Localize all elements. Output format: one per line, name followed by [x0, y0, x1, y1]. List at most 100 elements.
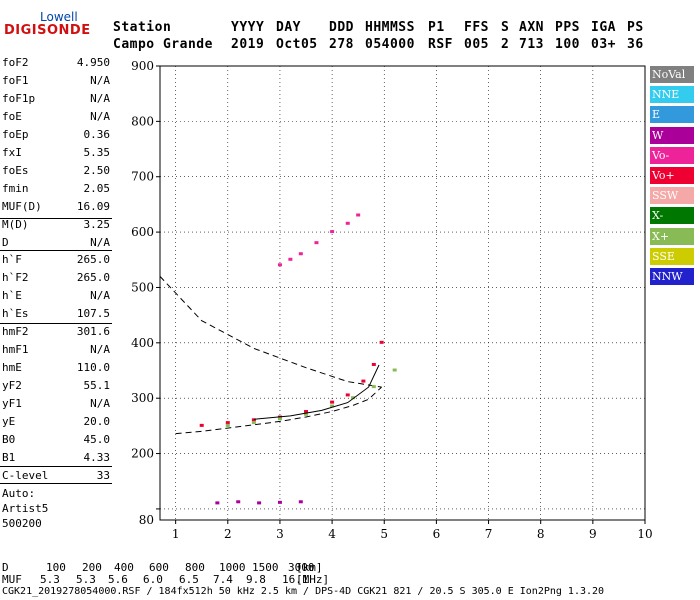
- param-value: N/A: [90, 92, 110, 105]
- footer-d-value: 800: [185, 561, 205, 574]
- param-value: 265.0: [76, 271, 110, 284]
- param-value: 107.5: [76, 307, 110, 320]
- y-tick-label: 600: [131, 225, 154, 239]
- param-value: 55.1: [83, 379, 111, 392]
- trace-point: [304, 412, 309, 416]
- footer-muf-value: 7.4: [213, 573, 233, 586]
- trace-point: [356, 213, 361, 217]
- legend-item: Vo-: [650, 146, 694, 164]
- param-label: h`Es: [2, 307, 29, 320]
- footer-muf-label: MUF: [2, 573, 22, 586]
- header-value-time: 054000: [365, 37, 415, 52]
- param-label: foF1p: [2, 92, 36, 105]
- footer-d-value: 1000: [219, 561, 246, 574]
- legend-item: NNE: [650, 86, 694, 104]
- param-value: N/A: [90, 74, 110, 87]
- param-separator: [0, 323, 112, 324]
- header-value-s: 2: [501, 37, 510, 52]
- y-tick-label: 400: [131, 336, 154, 350]
- auto-code: 500200: [2, 517, 42, 530]
- plot-frame: [159, 65, 646, 521]
- x-tick-label: 7: [485, 527, 493, 541]
- param-row: C-level 33: [2, 469, 110, 485]
- x-tick-label: 6: [433, 527, 441, 541]
- x-tick-label: 3: [276, 527, 284, 541]
- trace-point: [277, 417, 282, 421]
- param-row: h`E N/A: [2, 289, 110, 305]
- trace-point: [298, 252, 303, 256]
- param-value: 4.33: [83, 451, 111, 464]
- param-label: foEs: [2, 164, 29, 177]
- y-tick-label: 80: [139, 513, 154, 527]
- x-tick-label: 4: [328, 527, 336, 541]
- header-label-pps: PPS: [555, 20, 580, 35]
- param-label: hmF2: [2, 325, 29, 338]
- trace-point: [251, 418, 256, 422]
- footer-muf-value: 6.5: [179, 573, 199, 586]
- footer-muf-value: 5.3: [40, 573, 60, 586]
- param-value: 110.0: [76, 361, 110, 374]
- trace-point: [345, 221, 350, 225]
- param-value: 265.0: [76, 253, 110, 266]
- profile-curve-upper: [159, 276, 382, 388]
- param-label: B0: [2, 433, 16, 446]
- y-tick-label: 300: [131, 391, 154, 405]
- param-row: fmin 2.05: [2, 182, 110, 198]
- param-label: hmE: [2, 361, 22, 374]
- legend-item: SSW: [650, 187, 694, 205]
- param-value: 301.6: [76, 325, 110, 338]
- footer-info: CGK21_2019278054000.RSF / 184fx512h 50 k…: [2, 586, 605, 597]
- y-tick-label: 900: [131, 59, 154, 73]
- legend-item: E: [650, 106, 694, 124]
- x-tick-label: 8: [537, 527, 545, 541]
- param-row: foEp 0.36: [2, 128, 110, 144]
- header-value-ddd: 278: [329, 37, 354, 52]
- legend-item: NoVal: [650, 66, 694, 83]
- trace-point: [350, 396, 355, 400]
- trace-point: [392, 368, 397, 372]
- param-row: yF2 55.1: [2, 379, 110, 395]
- legend-item: X-: [650, 207, 694, 225]
- trace-point: [215, 501, 220, 505]
- trace-point: [330, 404, 335, 408]
- header-label-iga: IGA: [591, 20, 616, 35]
- param-value: 5.35: [83, 146, 111, 159]
- x-tick-label: 5: [380, 527, 388, 541]
- header-value-axn: 713: [519, 37, 544, 52]
- legend-item: NNW: [650, 268, 694, 285]
- y-tick-label: 200: [131, 447, 154, 461]
- param-row: yF1 N/A: [2, 397, 110, 413]
- header-value-ps: 36: [627, 37, 644, 52]
- header-label-day: DAY: [276, 20, 301, 35]
- header-label-ps: PS: [627, 20, 644, 35]
- trace-point: [236, 500, 241, 504]
- param-row: foF2 4.950: [2, 56, 110, 72]
- header-value-p1: RSF: [428, 37, 453, 52]
- footer-d-value: 1500: [252, 561, 279, 574]
- param-row: M(D) 3.25: [2, 218, 110, 234]
- param-label: h`E: [2, 289, 22, 302]
- param-label: h`F2: [2, 271, 29, 284]
- legend-item: X+: [650, 227, 694, 245]
- param-label: h`F: [2, 253, 22, 266]
- param-separator: [0, 250, 112, 251]
- header-label-s: S: [501, 20, 510, 35]
- param-row: h`F2 265.0: [2, 271, 110, 287]
- footer-muf-value: 9.8: [246, 573, 266, 586]
- footer-d-unit: [km]: [296, 561, 323, 574]
- param-label: yF1: [2, 397, 22, 410]
- param-separator: [0, 218, 112, 219]
- trace-point: [330, 230, 335, 234]
- footer-d-value: 100: [46, 561, 66, 574]
- param-separator: [0, 483, 112, 484]
- param-value: 3.25: [83, 218, 111, 231]
- header-label-time: HHMMSS: [365, 20, 415, 35]
- param-row: hmF2 301.6: [2, 325, 110, 341]
- footer-d-value: 600: [149, 561, 169, 574]
- header-label-station: Station: [113, 20, 172, 35]
- trace-point: [330, 400, 335, 404]
- param-value: 2.50: [83, 164, 111, 177]
- header-value-iga: 03+: [591, 37, 616, 52]
- trace-point: [371, 385, 376, 389]
